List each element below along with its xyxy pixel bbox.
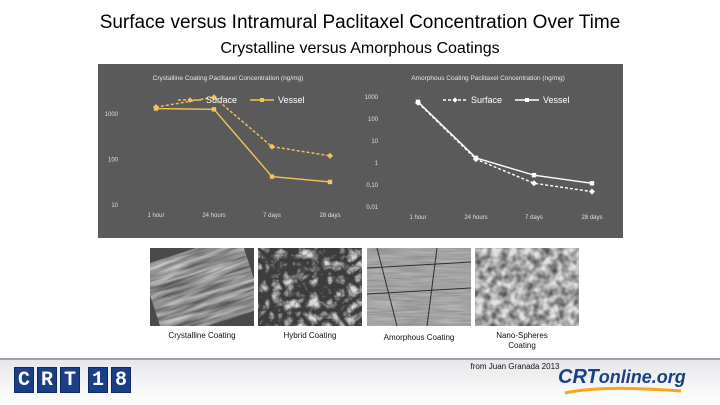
brand-online-text: online.org (598, 367, 686, 387)
data-point (326, 152, 334, 159)
data-point (530, 180, 538, 187)
brand-crt-text: CRT (558, 366, 599, 388)
sem-image-crystalline (150, 248, 254, 326)
data-point (327, 179, 333, 185)
footer-divider (0, 358, 720, 360)
data-point (210, 94, 218, 101)
legend-marker (525, 98, 529, 102)
y-tick-label: 10 (111, 203, 118, 209)
legend-label: Vessel (278, 95, 305, 105)
data-point (415, 99, 421, 105)
series-line-vessel (417, 101, 593, 184)
series-line-vessel (155, 107, 331, 183)
y-tick-label: 1000 (365, 95, 379, 101)
x-tick-label: 7 days (525, 215, 543, 221)
logo-char: T (60, 367, 80, 393)
sem-image-nanospheres (475, 248, 579, 326)
y-tick-label: 1 (375, 161, 379, 167)
data-point (153, 106, 159, 111)
slide-subtitle: Crystalline versus Amorphous Coatings (220, 40, 500, 57)
x-tick-label: 1 hour (409, 215, 426, 221)
chart-title: Amorphous Coating Paclitaxel Concentrati… (411, 75, 565, 82)
y-tick-label: 1000 (105, 112, 119, 118)
data-point (268, 143, 276, 150)
x-tick-label: 28 days (581, 215, 602, 221)
y-tick-label: 10 (371, 139, 378, 145)
data-point (269, 174, 275, 179)
series-line-surface (155, 96, 331, 157)
data-point (211, 107, 217, 112)
caption-crystalline: Crystalline Coating (168, 331, 236, 340)
caption-hybrid: Hybrid Coating (283, 331, 337, 340)
data-point (588, 188, 596, 195)
y-tick-label: 100 (368, 117, 379, 123)
legend-label: Surface (471, 95, 502, 105)
data-point (531, 172, 537, 178)
chart-title: Crystalline Coating Paclitaxel Concentra… (153, 75, 304, 82)
y-tick-label: 0,01 (366, 205, 378, 211)
chart-panel: Crystalline Coating Paclitaxel Concentra… (98, 64, 623, 238)
crt18-logo: C R T 1 8 (14, 367, 134, 393)
logo-char: R (37, 367, 57, 393)
brand-swoosh-icon (564, 386, 682, 395)
source-credit: from Juan Granada 2013 (470, 362, 560, 371)
logo-char: 1 (88, 367, 108, 393)
x-tick-label: 24 hours (202, 213, 225, 219)
legend-marker (452, 97, 458, 103)
legend-marker (187, 97, 193, 103)
data-point (589, 181, 595, 186)
x-tick-label: 1 hour (147, 213, 164, 219)
caption-nanospheres: Nano-Spheres Coating (496, 331, 548, 350)
y-tick-label: 100 (108, 157, 119, 163)
caption-amorphous: Amorphous Coating (383, 333, 455, 342)
legend-marker (260, 98, 264, 102)
x-tick-label: 28 days (319, 213, 340, 219)
crtonline-logo[interactable]: CRT online.org (558, 366, 686, 389)
charts-svg: Crystalline Coating Paclitaxel Concentra… (105, 75, 603, 221)
x-tick-label: 24 hours (464, 215, 487, 221)
sem-image-hybrid (258, 248, 362, 326)
legend-label: Surface (206, 95, 237, 105)
y-tick-label: 0,10 (366, 183, 378, 189)
legend-label: Vessel (543, 95, 570, 105)
data-point (473, 155, 479, 161)
logo-char: 8 (111, 367, 131, 393)
series-line-surface (417, 102, 593, 193)
logo-char: C (14, 367, 34, 393)
slide-title: Surface versus Intramural Paclitaxel Con… (99, 12, 621, 33)
x-tick-label: 7 days (263, 213, 281, 219)
sem-image-amorphous (367, 248, 471, 326)
